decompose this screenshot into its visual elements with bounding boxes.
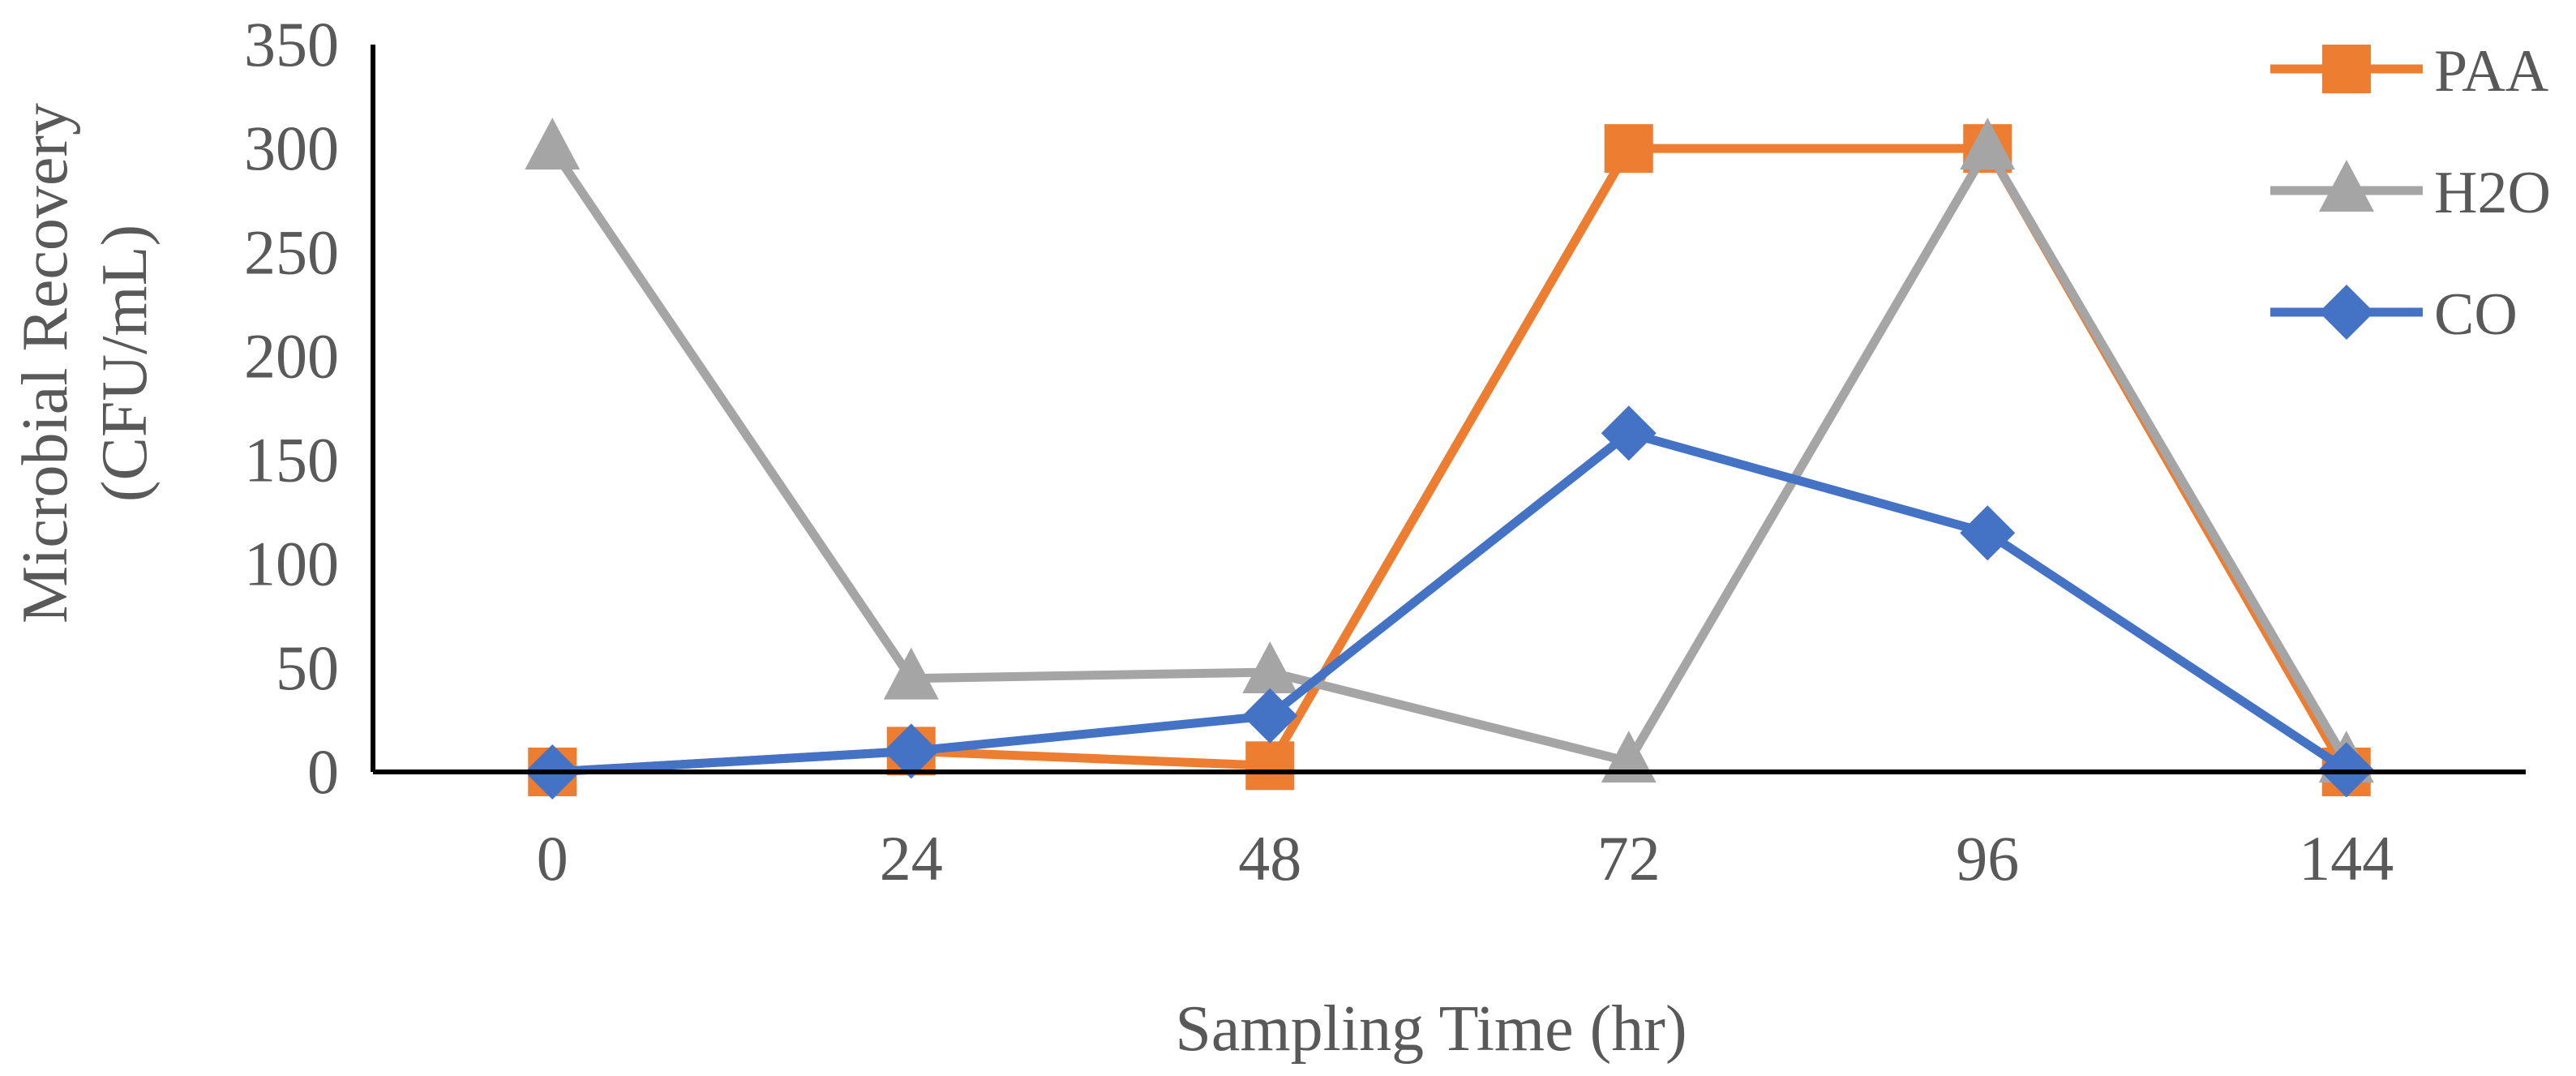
- x-tick-labels: 0 24 48 72 96 144: [537, 823, 2394, 894]
- legend-marker-h2o: [2319, 160, 2374, 212]
- y-tick-labels: 0 50 100 150 200 250 300 350: [244, 9, 339, 807]
- data-point-paa: [1245, 741, 1295, 791]
- data-point-h2o: [883, 647, 939, 700]
- legend-item-h2o: H2O: [2270, 160, 2551, 226]
- series-line-paa: [551, 144, 2351, 777]
- legend-label-h2o: H2O: [2434, 160, 2551, 226]
- y-axis-title: Microbial Recovery (CFU/mL): [10, 103, 161, 624]
- series-line-h2o: [548, 144, 2351, 766]
- y-tick-label: 0: [307, 736, 339, 807]
- legend-item-co: CO: [2270, 281, 2518, 348]
- y-tick-label: 150: [244, 425, 339, 495]
- data-point-co: [1960, 505, 2016, 561]
- x-tick-label: 72: [1597, 823, 1661, 894]
- x-tick-label: 144: [2299, 823, 2394, 894]
- data-point-paa: [1604, 124, 1653, 174]
- data-point-h2o: [1960, 118, 2016, 170]
- data-point-h2o: [525, 118, 581, 170]
- y-tick-label: 50: [276, 632, 339, 703]
- legend-item-paa: PAA: [2270, 38, 2548, 105]
- y-axis-title-line-2: (CFU/mL): [89, 225, 161, 502]
- data-point-h2o: [1242, 641, 1298, 693]
- legend: PAA H2O CO: [2270, 38, 2551, 348]
- y-tick-label: 350: [244, 9, 339, 79]
- data-point-co: [1242, 688, 1298, 744]
- legend-label-paa: PAA: [2434, 38, 2548, 105]
- y-tick-label: 100: [244, 529, 339, 599]
- x-tick-label: 48: [1238, 823, 1301, 894]
- x-tick-label: 96: [1956, 823, 2019, 894]
- x-tick-label: 0: [537, 823, 568, 894]
- y-tick-label: 200: [244, 320, 339, 391]
- x-axis-title: Sampling Time (hr): [1175, 993, 1687, 1065]
- series-layer: [525, 118, 2374, 799]
- x-tick-label: 24: [880, 823, 943, 894]
- series-paa: [528, 124, 2371, 796]
- legend-marker-co: [2319, 285, 2374, 340]
- y-tick-label: 250: [244, 216, 339, 287]
- y-axis-title-line-1: Microbial Recovery: [10, 103, 81, 624]
- data-point-co: [1601, 405, 1657, 461]
- legend-marker-paa: [2322, 45, 2371, 93]
- y-tick-label: 300: [244, 113, 339, 183]
- legend-label-co: CO: [2434, 281, 2518, 348]
- series-line-co: [551, 428, 2349, 777]
- data-point-co: [883, 723, 939, 779]
